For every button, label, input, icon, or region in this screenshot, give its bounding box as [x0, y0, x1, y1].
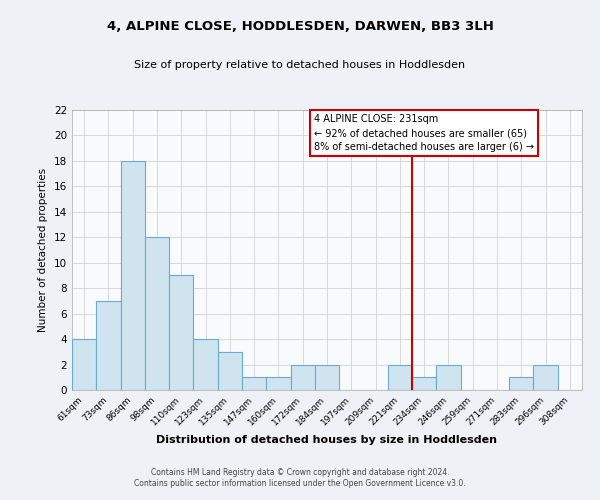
Bar [218, 352, 242, 390]
Bar [96, 301, 121, 390]
Bar [266, 378, 290, 390]
Text: 4, ALPINE CLOSE, HODDLESDEN, DARWEN, BB3 3LH: 4, ALPINE CLOSE, HODDLESDEN, DARWEN, BB3… [107, 20, 493, 33]
Bar [388, 364, 412, 390]
Bar [315, 364, 339, 390]
Bar [193, 339, 218, 390]
Bar [290, 364, 315, 390]
Bar [145, 238, 169, 390]
Bar [72, 339, 96, 390]
Bar [169, 276, 193, 390]
Y-axis label: Number of detached properties: Number of detached properties [38, 168, 49, 332]
Text: 4 ALPINE CLOSE: 231sqm
← 92% of detached houses are smaller (65)
8% of semi-deta: 4 ALPINE CLOSE: 231sqm ← 92% of detached… [314, 114, 534, 152]
X-axis label: Distribution of detached houses by size in Hoddlesden: Distribution of detached houses by size … [157, 436, 497, 446]
Bar [533, 364, 558, 390]
Text: Size of property relative to detached houses in Hoddlesden: Size of property relative to detached ho… [134, 60, 466, 70]
Bar [436, 364, 461, 390]
Bar [121, 161, 145, 390]
Bar [509, 378, 533, 390]
Text: Contains HM Land Registry data © Crown copyright and database right 2024.
Contai: Contains HM Land Registry data © Crown c… [134, 468, 466, 487]
Bar [242, 378, 266, 390]
Bar [412, 378, 436, 390]
